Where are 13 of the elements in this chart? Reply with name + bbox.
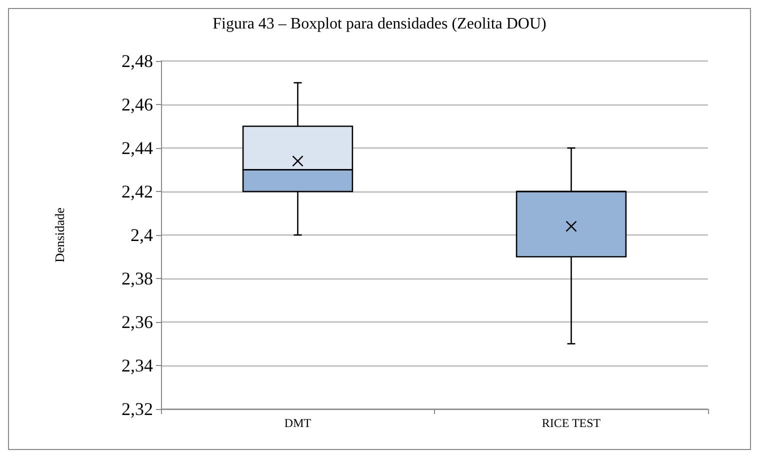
x-tick-label: RICE TEST bbox=[542, 416, 602, 430]
y-tick-label: 2,46 bbox=[122, 94, 153, 114]
y-tick-label: 2,36 bbox=[122, 312, 153, 332]
y-axis-title: Densidade bbox=[52, 207, 67, 262]
y-tick-label: 2,34 bbox=[122, 356, 153, 376]
chart-title: Figura 43 – Boxplot para densidades (Zeolita DOU) bbox=[212, 16, 546, 32]
y-tick-label: 2,32 bbox=[122, 399, 153, 419]
y-tick-label: 2,48 bbox=[122, 51, 153, 71]
y-tick-label: 2,44 bbox=[122, 138, 153, 158]
y-tick-label: 2,38 bbox=[122, 268, 153, 288]
y-tick-label: 2,42 bbox=[122, 182, 153, 202]
x-tick-label: DMT bbox=[284, 416, 312, 430]
y-tick-label: 2,4 bbox=[130, 225, 153, 245]
